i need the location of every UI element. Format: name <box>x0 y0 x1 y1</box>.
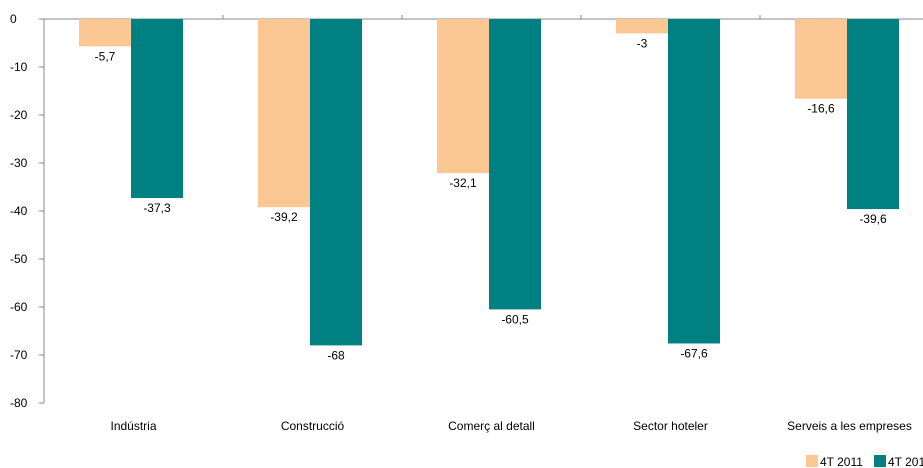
legend: 4T 2011 4T 2012 <box>806 455 923 468</box>
legend-swatch <box>806 455 818 467</box>
bar <box>131 19 183 199</box>
y-tick-label: -50 <box>10 252 28 266</box>
legend-label: 4T 2012 <box>888 455 923 468</box>
bar <box>668 19 720 344</box>
legend-swatch <box>874 455 886 467</box>
bar <box>616 19 668 34</box>
data-label: -68 <box>327 348 345 362</box>
bar <box>489 19 541 310</box>
bar <box>847 19 899 210</box>
data-label: -67,6 <box>680 346 708 360</box>
data-label: -60,5 <box>501 312 529 326</box>
category-label: Indústria <box>110 419 156 433</box>
data-label: -39,2 <box>270 210 298 224</box>
category-label: Comerç al detall <box>448 419 535 433</box>
data-label: -32,1 <box>449 176 477 190</box>
y-tick-label: -70 <box>10 348 28 362</box>
category-label: Construcció <box>281 419 345 433</box>
y-axis: 0 -10 -20 -30 -40 -50 -60 -70 -80 <box>10 12 45 410</box>
category-label: Serveis a les empreses <box>787 419 912 433</box>
bar <box>310 19 362 346</box>
data-label: -5,7 <box>95 49 116 63</box>
y-tick-label: -10 <box>10 60 28 74</box>
data-label: -37,3 <box>143 201 171 215</box>
category-label: Sector hoteler <box>633 419 708 433</box>
data-label: -39,6 <box>859 212 887 226</box>
bar <box>258 19 310 208</box>
y-tick-label: -20 <box>10 108 28 122</box>
data-label: -3 <box>637 36 648 50</box>
bars <box>79 19 899 346</box>
data-label: -16,6 <box>807 102 835 116</box>
y-tick-label: 0 <box>10 12 17 26</box>
y-tick-label: -40 <box>10 204 28 218</box>
legend-label: 4T 2011 <box>820 455 863 468</box>
y-tick-label: -80 <box>10 396 28 410</box>
bar <box>795 19 847 99</box>
bar <box>437 19 489 174</box>
y-tick-label: -30 <box>10 156 28 170</box>
bar <box>79 19 131 47</box>
x-axis: Indústria Construcció Comerç al detall Sect… <box>44 15 923 433</box>
y-tick-label: -60 <box>10 300 28 314</box>
data-labels: -5,7 -39,2 -32,1 -3 -16,6 -37,3 -68 -60,5 -67,6 -… <box>95 36 887 362</box>
